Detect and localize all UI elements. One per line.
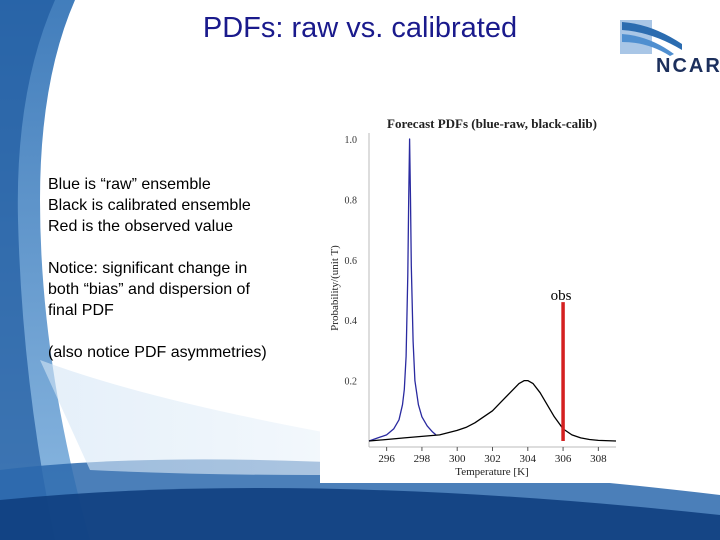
x-axis-label: Temperature [K] bbox=[455, 466, 528, 478]
ncar-logo-icon bbox=[620, 20, 682, 56]
x-tick-label-302: 302 bbox=[484, 453, 501, 465]
y-tick-label-2: 0.6 bbox=[345, 256, 358, 267]
note-notice-3: final PDF bbox=[48, 302, 114, 319]
slide-title: PDFs: raw vs. calibrated bbox=[202, 12, 518, 44]
y-tick-label-0: 0.2 bbox=[345, 377, 358, 388]
calibrated-pdf-line bbox=[368, 379, 617, 442]
x-tick-label-304: 304 bbox=[520, 453, 537, 465]
forecast-pdf-chart: Forecast PDFs (blue-raw, black-calib) Pr… bbox=[320, 108, 620, 483]
x-tick-label-300: 300 bbox=[449, 453, 466, 465]
y-tick-label-3: 0.8 bbox=[345, 195, 358, 206]
note-notice-1: Notice: significant change in bbox=[48, 260, 248, 277]
note-asymmetries: (also notice PDF asymmetries) bbox=[48, 344, 267, 361]
plot-area: 296 298 300 302 304 306 308 0.2 0.4 0.6 0.8 1.0 obs bbox=[345, 135, 617, 465]
note-notice-2: both “bias” and dispersion of bbox=[48, 281, 250, 298]
y-tick-label-4: 1.0 bbox=[345, 135, 358, 146]
note-raw: Blue is “raw” ensemble bbox=[48, 176, 211, 193]
chart-background bbox=[320, 108, 620, 483]
x-tick-label-308: 308 bbox=[590, 453, 607, 465]
x-tick-label-296: 296 bbox=[378, 453, 395, 465]
logo-text: NCAR bbox=[656, 55, 720, 77]
x-tick-label-306: 306 bbox=[555, 453, 572, 465]
note-calibrated: Black is calibrated ensemble bbox=[48, 197, 251, 214]
raw-pdf-line bbox=[368, 138, 437, 442]
y-tick-label-1: 0.4 bbox=[345, 316, 358, 327]
x-tick-label-298: 298 bbox=[414, 453, 431, 465]
note-observed: Red is the observed value bbox=[48, 218, 233, 235]
y-axis-label: Probability/(unit T) bbox=[329, 245, 341, 331]
chart-title: Forecast PDFs (blue-raw, black-calib) bbox=[387, 116, 597, 131]
bullet-notes: Blue is “raw” ensemble Black is calibrat… bbox=[48, 174, 308, 363]
obs-annotation: obs bbox=[551, 288, 572, 304]
